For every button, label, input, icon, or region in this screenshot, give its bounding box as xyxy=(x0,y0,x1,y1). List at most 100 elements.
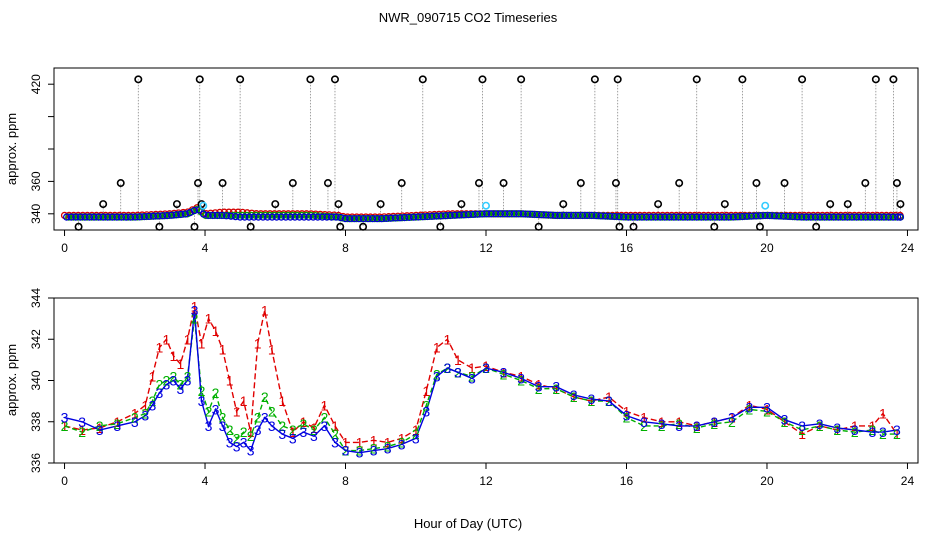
top-blue-point xyxy=(163,211,171,220)
top-blue-point xyxy=(373,215,381,223)
top-blue-point xyxy=(254,213,263,221)
series-3-marker: 3 xyxy=(268,418,276,434)
series-1-marker: 1 xyxy=(710,414,718,430)
top-blue-point xyxy=(510,210,518,218)
top-green-point xyxy=(119,213,128,221)
series-2-marker: 2 xyxy=(191,311,199,327)
spike-point xyxy=(517,75,526,84)
series-2-marker: 2 xyxy=(816,418,824,434)
top-blue-point xyxy=(154,212,162,220)
series-2-line xyxy=(64,318,897,452)
series-1-marker: 1 xyxy=(763,401,771,417)
series-2-marker: 2 xyxy=(141,406,149,422)
series-3-marker: 3 xyxy=(675,418,683,434)
series-2-marker: 2 xyxy=(219,410,227,426)
spike-point xyxy=(755,222,764,231)
series-1-marker: 1 xyxy=(177,356,185,372)
top-blue-point xyxy=(295,213,304,221)
top-panel-frame xyxy=(53,67,919,231)
top-blue-point xyxy=(770,212,779,220)
top-blue-point xyxy=(126,213,135,221)
top-blue-point xyxy=(501,210,509,218)
top-blue-point xyxy=(423,212,431,221)
series-2-marker: 2 xyxy=(517,373,525,389)
top-green-point xyxy=(823,213,831,221)
top-green-point xyxy=(708,213,717,221)
top-blue-point xyxy=(199,210,208,218)
spike-point xyxy=(629,222,638,231)
top-blue-point xyxy=(857,213,865,221)
series-1-marker: 1 xyxy=(113,414,121,430)
top-blue-point xyxy=(560,211,568,220)
series-3-marker: 3 xyxy=(131,414,139,430)
x-tick-label: 24 xyxy=(901,474,915,488)
series-3-marker: 3 xyxy=(728,410,736,426)
top-green-point xyxy=(727,213,735,221)
series-3-marker: 3 xyxy=(422,403,430,419)
series-2-marker: 2 xyxy=(78,424,86,440)
top-blue-point xyxy=(122,213,130,221)
top-blue-point xyxy=(236,213,244,221)
series-3-marker: 3 xyxy=(191,302,199,318)
top-green-point xyxy=(809,213,817,221)
top-green-point xyxy=(503,210,511,218)
spike-point xyxy=(692,75,701,84)
series-1-marker: 1 xyxy=(443,331,451,347)
top-blue-point xyxy=(601,212,610,220)
top-green-point xyxy=(206,211,214,220)
top-blue-point xyxy=(679,213,687,221)
top-green-point xyxy=(498,210,507,218)
top-green-point xyxy=(804,213,813,221)
top-green-point xyxy=(640,213,648,221)
top-blue-point xyxy=(588,211,596,220)
spike-point xyxy=(615,222,624,231)
top-green-point xyxy=(512,210,520,218)
top-blue-point xyxy=(615,213,623,221)
top-blue-point xyxy=(852,213,861,221)
top-blue-point xyxy=(697,213,705,221)
series-3-marker: 3 xyxy=(552,379,560,395)
top-blue-point xyxy=(834,213,842,221)
series-3-marker: 3 xyxy=(454,364,462,380)
series-2-marker: 2 xyxy=(500,366,508,382)
series-2-marker: 2 xyxy=(198,383,206,399)
top-blue-point xyxy=(172,211,180,219)
top-blue-point xyxy=(816,213,824,221)
series-2-marker: 2 xyxy=(61,418,69,434)
spike-point xyxy=(474,179,483,188)
series-3-marker: 3 xyxy=(356,445,364,461)
series-1-marker: 1 xyxy=(219,342,227,358)
top-blue-point xyxy=(400,213,409,222)
series-3-marker: 3 xyxy=(247,443,255,459)
series-1-marker: 1 xyxy=(482,358,490,374)
top-green-point xyxy=(704,213,712,221)
top-green-point xyxy=(854,213,863,221)
series-3-marker: 3 xyxy=(331,434,339,450)
series-2-marker: 2 xyxy=(623,410,631,426)
series-3-marker: 3 xyxy=(170,373,178,389)
top-blue-point xyxy=(519,210,527,218)
series-2-marker: 2 xyxy=(205,403,213,419)
series-1-marker: 1 xyxy=(198,335,206,351)
series-3-marker: 3 xyxy=(278,426,286,442)
series-1-marker: 1 xyxy=(728,410,736,426)
series-1-marker: 1 xyxy=(162,331,170,347)
top-blue-point xyxy=(364,215,372,223)
top-green-point xyxy=(654,213,662,221)
figure-title: NWR_090715 CO2 Timeseries xyxy=(379,10,558,25)
series-1-marker: 1 xyxy=(356,434,364,450)
series-2-marker: 2 xyxy=(254,410,262,426)
series-2-marker: 2 xyxy=(851,424,859,440)
spike-point xyxy=(576,179,585,188)
top-blue-point xyxy=(788,212,797,221)
top-blue-point xyxy=(574,211,582,220)
series-3-marker: 3 xyxy=(254,422,262,438)
series-2-marker: 2 xyxy=(443,360,451,376)
top-blue-point xyxy=(848,213,856,221)
series-1-marker: 1 xyxy=(746,397,754,413)
top-blue-point xyxy=(683,213,692,221)
series-3-marker: 3 xyxy=(833,420,841,436)
top-blue-point xyxy=(108,213,116,221)
top-blue-point xyxy=(528,210,537,218)
series-3-marker: 3 xyxy=(623,408,631,424)
